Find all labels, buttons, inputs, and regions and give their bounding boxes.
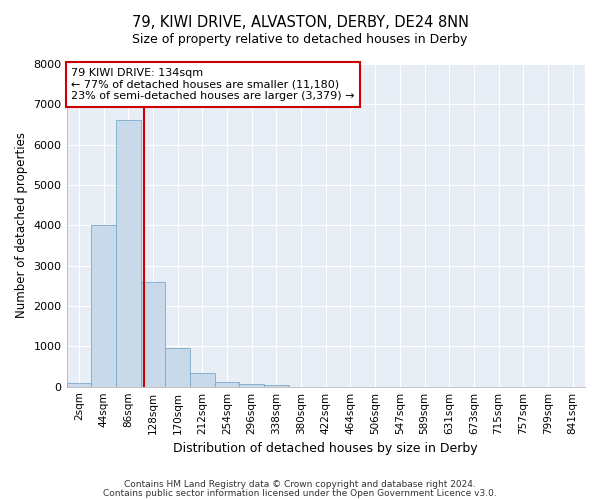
- Text: Contains public sector information licensed under the Open Government Licence v3: Contains public sector information licen…: [103, 488, 497, 498]
- Bar: [165, 348, 190, 387]
- Bar: [116, 120, 140, 386]
- Bar: [140, 282, 165, 387]
- Bar: [67, 384, 91, 386]
- Text: 79, KIWI DRIVE, ALVASTON, DERBY, DE24 8NN: 79, KIWI DRIVE, ALVASTON, DERBY, DE24 8N…: [131, 15, 469, 30]
- Bar: [91, 226, 116, 386]
- Text: Size of property relative to detached houses in Derby: Size of property relative to detached ho…: [133, 32, 467, 46]
- Bar: [239, 384, 264, 386]
- Bar: [190, 374, 215, 386]
- Text: Contains HM Land Registry data © Crown copyright and database right 2024.: Contains HM Land Registry data © Crown c…: [124, 480, 476, 489]
- X-axis label: Distribution of detached houses by size in Derby: Distribution of detached houses by size …: [173, 442, 478, 455]
- Text: 79 KIWI DRIVE: 134sqm
← 77% of detached houses are smaller (11,180)
23% of semi-: 79 KIWI DRIVE: 134sqm ← 77% of detached …: [71, 68, 355, 101]
- Bar: [215, 382, 239, 386]
- Y-axis label: Number of detached properties: Number of detached properties: [15, 132, 28, 318]
